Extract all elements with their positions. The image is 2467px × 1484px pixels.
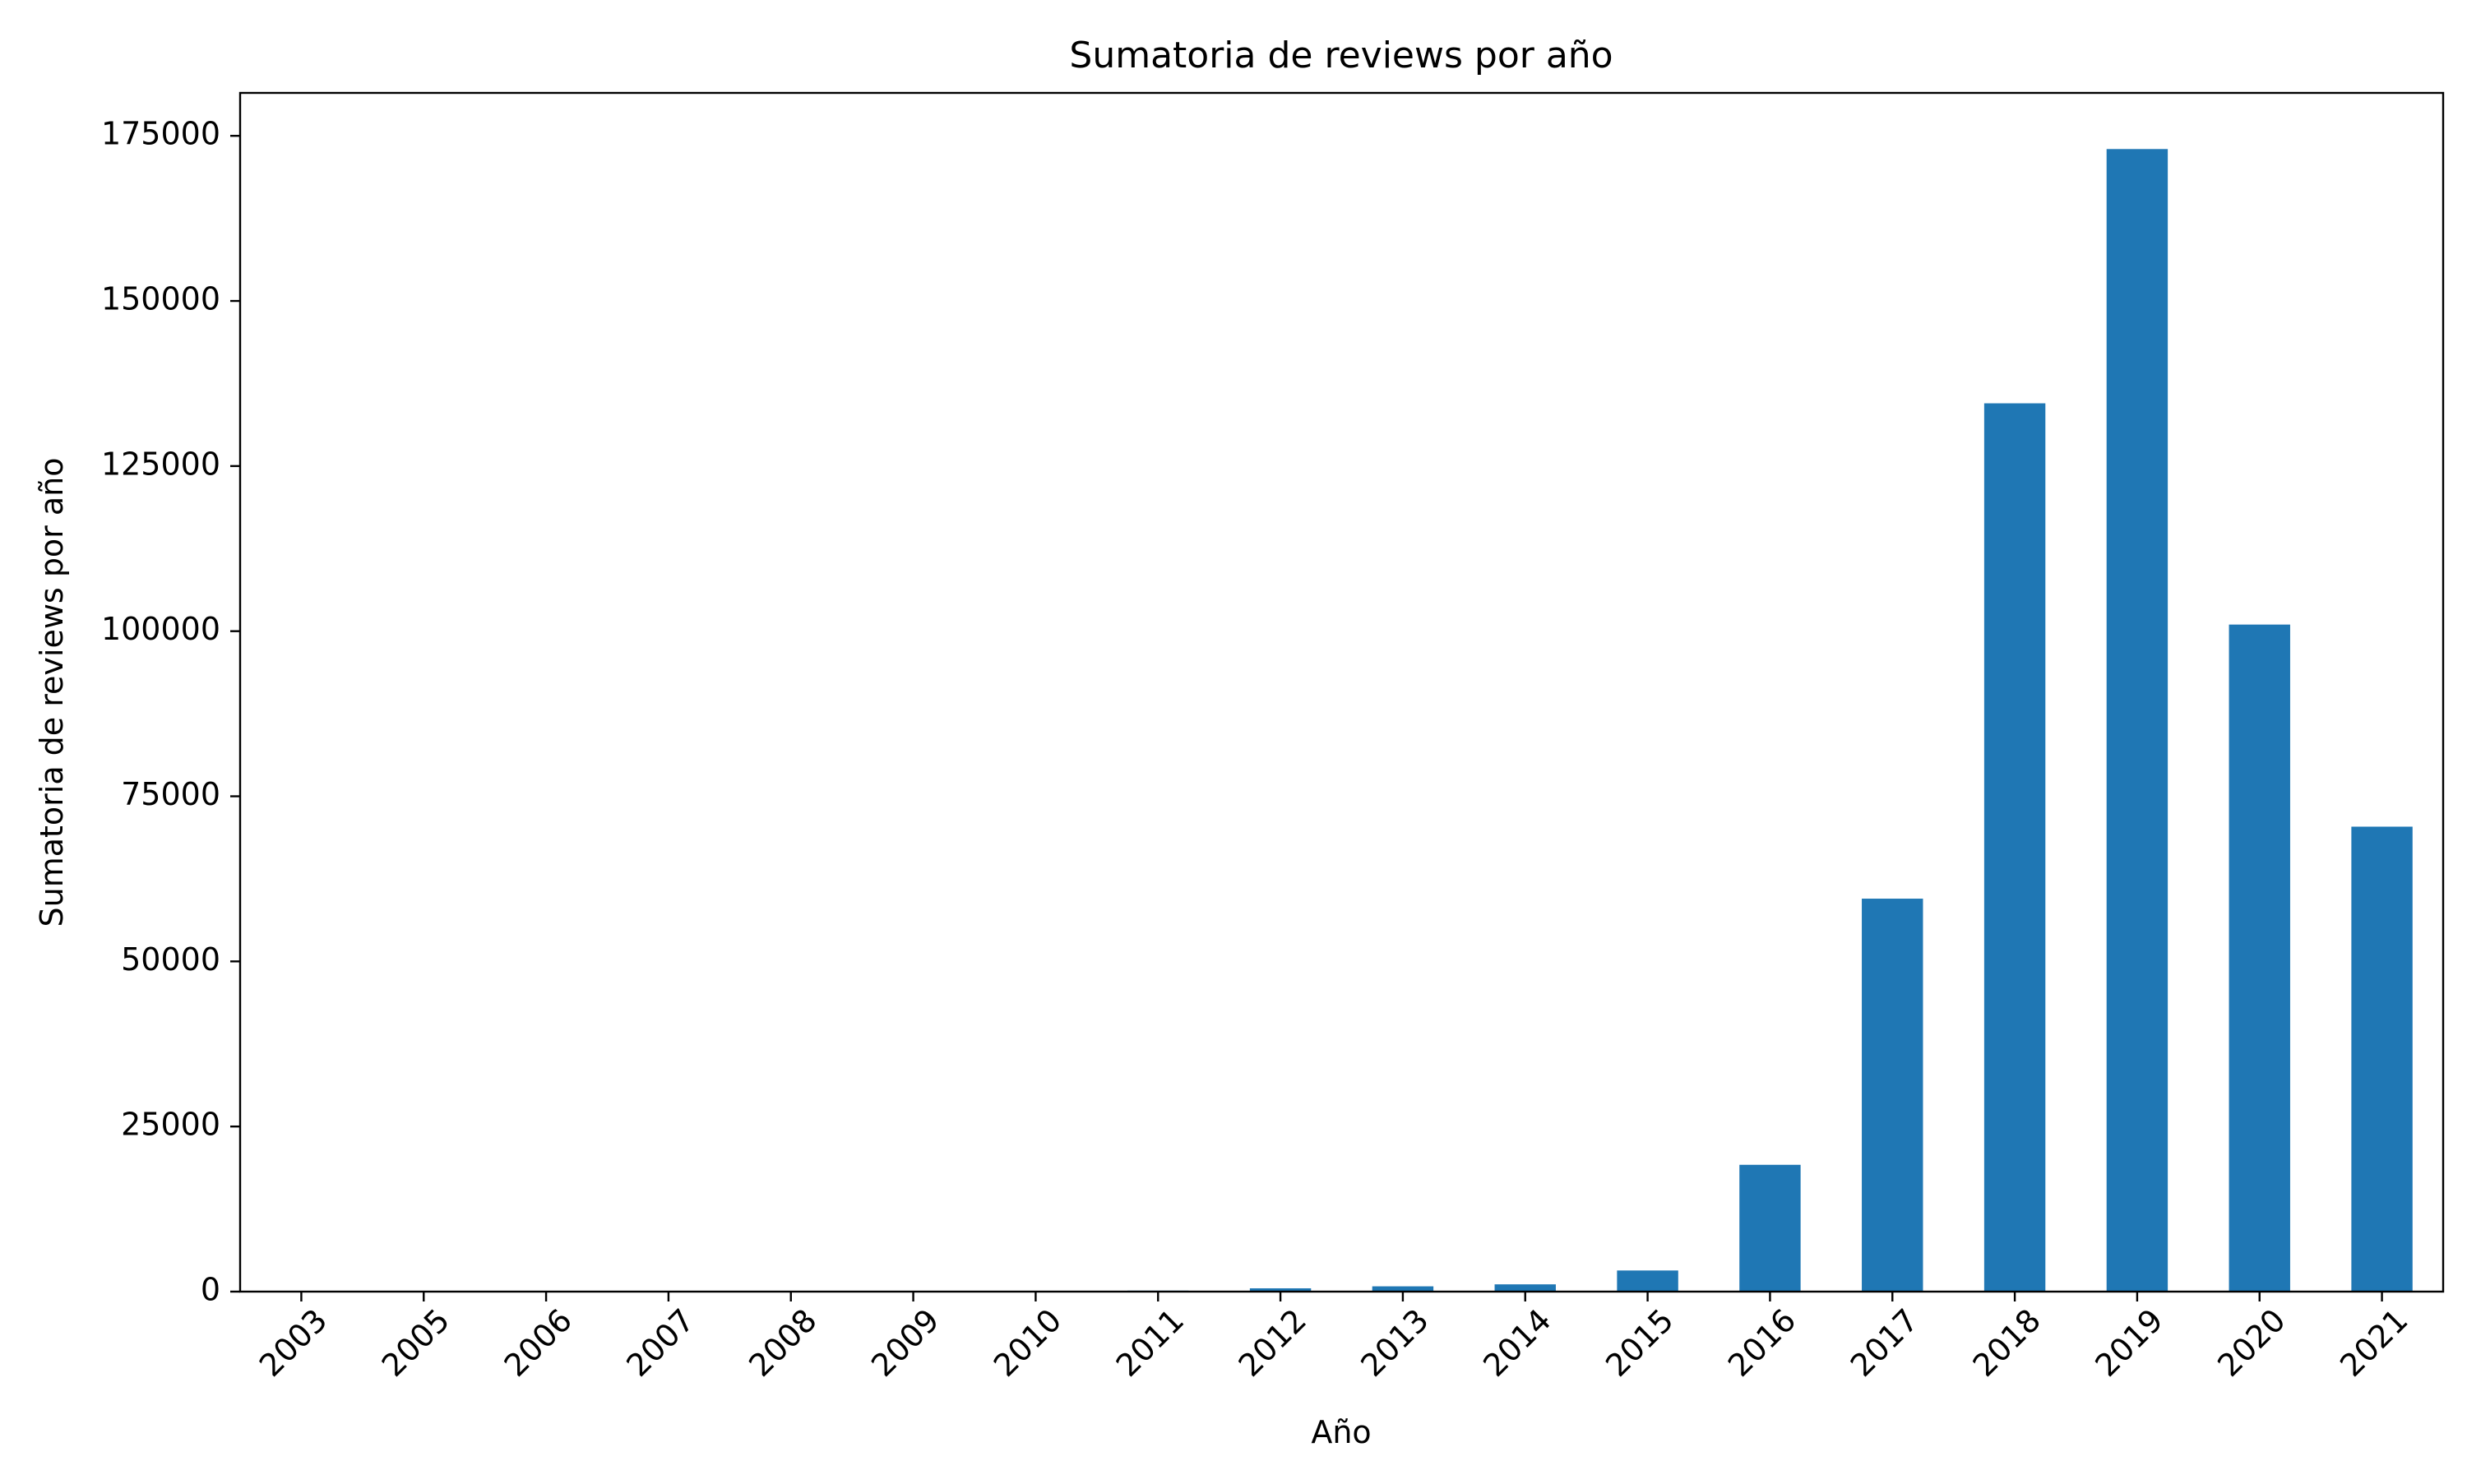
y-tick-label: 50000 xyxy=(121,941,220,978)
bar-2019 xyxy=(2107,149,2168,1292)
y-tick-label: 75000 xyxy=(121,776,220,812)
x-tick-label: 2003 xyxy=(252,1301,335,1384)
x-tick-label: 2011 xyxy=(1109,1301,1192,1384)
y-tick-label: 100000 xyxy=(101,611,220,647)
y-tick-label: 0 xyxy=(201,1272,220,1308)
bar-2014 xyxy=(1495,1284,1556,1292)
x-tick-label: 2006 xyxy=(498,1301,580,1384)
bars-group xyxy=(271,149,2413,1292)
x-tick-label: 2020 xyxy=(2210,1301,2293,1384)
x-tick-label: 2014 xyxy=(1476,1301,1558,1384)
y-tick-label: 25000 xyxy=(121,1107,220,1143)
bar-2015 xyxy=(1617,1270,1678,1292)
x-tick-label: 2007 xyxy=(619,1301,701,1384)
x-tick-label: 2012 xyxy=(1232,1301,1314,1384)
bar-2018 xyxy=(1984,404,2045,1292)
y-axis-label: Sumatoria de reviews por año xyxy=(34,457,70,927)
x-tick-label: 2019 xyxy=(2088,1301,2170,1384)
x-tick-label: 2009 xyxy=(864,1301,947,1384)
y-tick-label: 175000 xyxy=(101,116,220,152)
y-tick-label: 150000 xyxy=(101,281,220,317)
y-tick-label: 125000 xyxy=(101,446,220,482)
x-tick-label: 2010 xyxy=(987,1301,1069,1384)
x-axis-label: Año xyxy=(1311,1414,1371,1450)
x-tick-label: 2013 xyxy=(1354,1301,1436,1384)
chart-title: Sumatoria de reviews por año xyxy=(1069,35,1613,76)
x-tick-label: 2008 xyxy=(742,1301,824,1384)
x-tick-label: 2021 xyxy=(2333,1301,2415,1384)
bar-2017 xyxy=(1862,899,1923,1292)
x-tick-label: 2005 xyxy=(375,1301,457,1384)
bar-2021 xyxy=(2351,826,2412,1292)
y-axis: 0 25000 50000 75000 100000 125000 150000 175000 xyxy=(101,116,240,1308)
x-tick-label: 2018 xyxy=(1966,1301,2048,1384)
bar-2020 xyxy=(2229,625,2290,1292)
x-axis: 2003 2005 2006 2007 2008 2009 2010 2011 2012 2013… xyxy=(252,1292,2415,1384)
bar-2016 xyxy=(1739,1165,1800,1292)
x-tick-label: 2015 xyxy=(1599,1301,1681,1384)
x-tick-label: 2017 xyxy=(1844,1301,1926,1384)
x-tick-label: 2016 xyxy=(1721,1301,1803,1384)
